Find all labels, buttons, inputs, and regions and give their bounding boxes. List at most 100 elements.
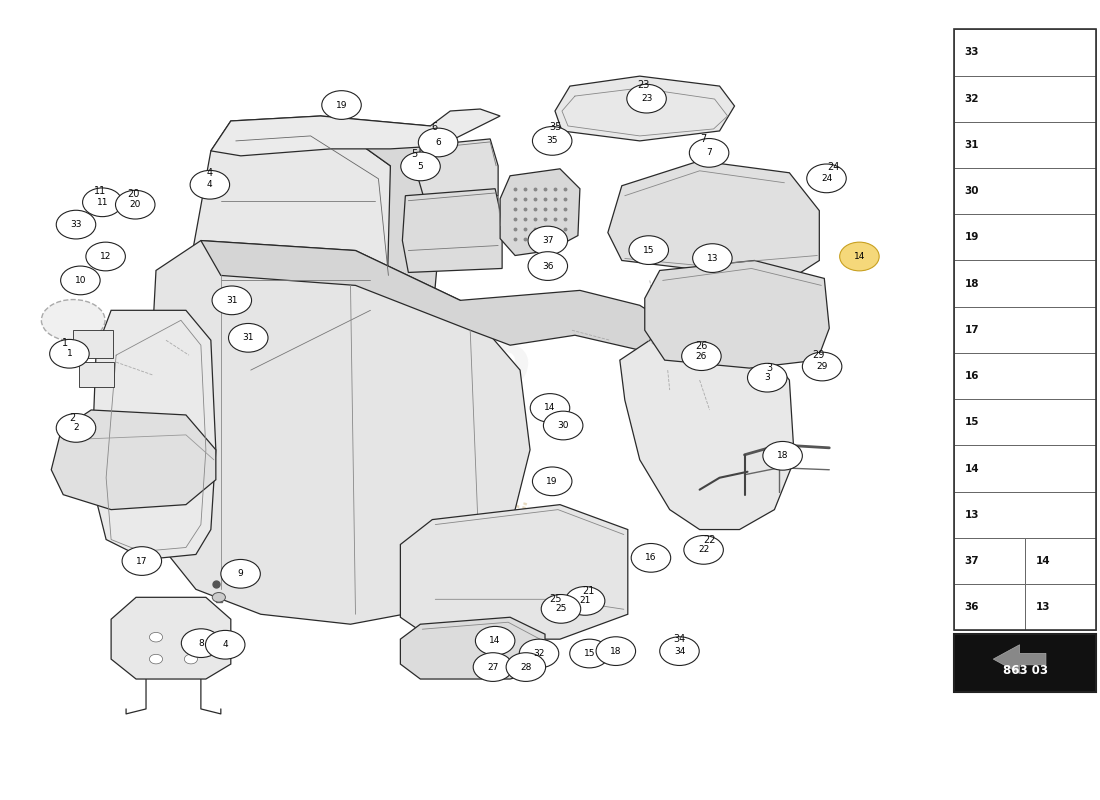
Ellipse shape [42, 299, 104, 341]
Circle shape [82, 188, 122, 217]
Polygon shape [608, 161, 820, 278]
Circle shape [519, 639, 559, 668]
Polygon shape [91, 310, 216, 559]
Bar [954, 634, 1097, 692]
Circle shape [802, 352, 842, 381]
Text: 25: 25 [549, 594, 562, 604]
Polygon shape [645, 261, 829, 368]
Circle shape [660, 637, 700, 666]
Text: 11: 11 [94, 186, 107, 196]
Bar [954, 75, 1097, 122]
Circle shape [400, 152, 440, 181]
Text: 22: 22 [703, 534, 715, 545]
Text: 20: 20 [130, 200, 141, 209]
Text: 37: 37 [965, 556, 979, 566]
Text: 29: 29 [816, 362, 828, 371]
Circle shape [565, 586, 605, 615]
Circle shape [122, 546, 162, 575]
Text: 18: 18 [610, 646, 621, 656]
Circle shape [418, 128, 458, 157]
Circle shape [190, 170, 230, 199]
Circle shape [543, 411, 583, 440]
Text: 2: 2 [74, 423, 79, 433]
Polygon shape [500, 169, 580, 255]
Circle shape [185, 632, 198, 642]
Bar [954, 261, 1097, 306]
Text: 30: 30 [558, 421, 569, 430]
Text: 35: 35 [549, 122, 562, 132]
Text: 26: 26 [695, 341, 707, 350]
Circle shape [532, 126, 572, 155]
Polygon shape [400, 618, 544, 679]
Text: 29: 29 [813, 350, 825, 360]
Circle shape [185, 654, 198, 664]
Text: 13: 13 [1036, 602, 1050, 612]
Circle shape [116, 190, 155, 219]
Text: 19: 19 [965, 232, 979, 242]
Text: 31: 31 [227, 296, 238, 305]
Text: 11: 11 [97, 198, 108, 206]
Text: 37: 37 [542, 236, 553, 245]
Text: 34: 34 [673, 634, 685, 644]
Text: 15: 15 [644, 246, 654, 254]
Bar [954, 168, 1097, 214]
Text: 17: 17 [965, 325, 979, 335]
Text: 1: 1 [62, 338, 68, 347]
Polygon shape [619, 320, 794, 530]
Circle shape [690, 138, 729, 167]
Text: 28: 28 [520, 662, 531, 671]
Circle shape [528, 226, 568, 255]
Text: 10: 10 [75, 276, 86, 285]
Text: 35: 35 [547, 137, 558, 146]
Bar [954, 122, 1097, 168]
Text: 36: 36 [965, 602, 979, 612]
Text: 14: 14 [544, 403, 556, 413]
Text: 9: 9 [238, 570, 243, 578]
Text: 27: 27 [487, 662, 498, 671]
Text: 23: 23 [637, 80, 649, 90]
Circle shape [627, 84, 667, 113]
Text: 5: 5 [418, 162, 424, 171]
Bar [954, 492, 1097, 538]
Text: 13: 13 [965, 510, 979, 520]
Text: 4: 4 [207, 168, 213, 178]
Circle shape [60, 266, 100, 294]
Polygon shape [79, 362, 114, 387]
Circle shape [763, 442, 802, 470]
Circle shape [596, 637, 636, 666]
Polygon shape [418, 139, 498, 202]
Circle shape [229, 323, 268, 352]
Circle shape [212, 593, 226, 602]
Circle shape [56, 414, 96, 442]
Text: 5: 5 [410, 150, 417, 159]
Text: 31: 31 [965, 140, 979, 150]
Circle shape [56, 210, 96, 239]
Circle shape [528, 252, 568, 281]
Text: 863 03: 863 03 [1002, 665, 1047, 678]
Text: 19: 19 [336, 101, 348, 110]
Text: 3: 3 [767, 363, 772, 373]
Polygon shape [191, 116, 400, 400]
Bar [954, 584, 1025, 630]
Text: 15: 15 [584, 649, 595, 658]
Text: 18: 18 [777, 451, 789, 460]
Circle shape [150, 654, 163, 664]
Bar [954, 214, 1097, 261]
Text: 7: 7 [706, 148, 712, 158]
Text: 16: 16 [965, 371, 979, 381]
Text: 3: 3 [764, 373, 770, 382]
Text: 32: 32 [534, 649, 544, 658]
Bar [954, 30, 1097, 75]
Circle shape [212, 286, 252, 314]
Text: 22: 22 [698, 546, 710, 554]
Text: 14: 14 [1036, 556, 1050, 566]
Polygon shape [201, 241, 680, 360]
Text: 14: 14 [854, 252, 865, 261]
Bar [954, 353, 1097, 399]
Text: 17: 17 [136, 557, 147, 566]
Circle shape [806, 164, 846, 193]
Circle shape [839, 242, 879, 271]
Text: 12: 12 [100, 252, 111, 261]
Polygon shape [74, 330, 113, 358]
Text: 6: 6 [436, 138, 441, 147]
